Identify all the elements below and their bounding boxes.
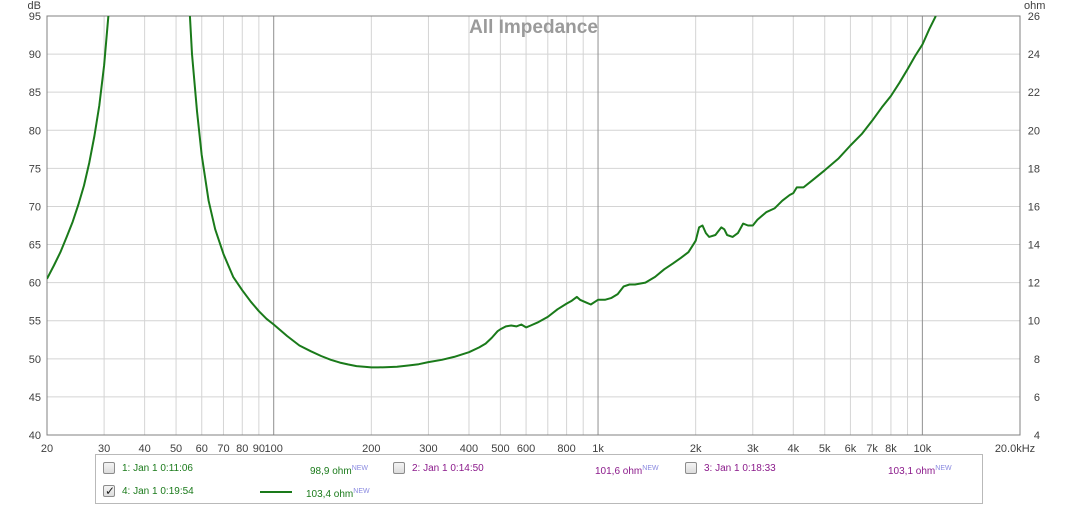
legend-checkbox-4[interactable]: ✓: [103, 484, 116, 498]
x-tick-label: 60: [196, 443, 208, 452]
x-tick-label: 3k: [747, 443, 759, 452]
new-badge: NEW: [353, 488, 370, 495]
legend-item-2[interactable]: 2: Jan 1 0:14:50 101,6 ohmNEW: [393, 461, 683, 477]
right-tick-label: 20: [1028, 125, 1040, 137]
x-tick-label: 1k: [592, 443, 604, 452]
right-tick-label: 22: [1028, 87, 1040, 99]
right-tick-label: 6: [1034, 392, 1040, 404]
impedance-chart: All Impedance dB ohm 40 45 50 55 60 65 70 75 80 8…: [28, 0, 1046, 452]
x-tick-label: 2k: [690, 443, 702, 452]
plot-frame: [46, 15, 1021, 436]
right-tick-label: 12: [1028, 278, 1040, 290]
legend-checkbox-3[interactable]: [685, 462, 697, 474]
legend-checkbox-1[interactable]: [103, 462, 115, 474]
check-icon: ✓: [105, 484, 116, 498]
x-tick-label: 80: [236, 443, 248, 452]
legend-value-1: 98,9 ohmNEW: [310, 465, 369, 477]
legend-line-swatch: [260, 491, 292, 493]
x-tick-label: 10k: [913, 443, 931, 452]
legend-item-1[interactable]: 1: Jan 1 0:11:06 98,9 ohmNEW: [103, 461, 373, 477]
legend-item-3[interactable]: 3: Jan 1 0:18:33 103,1 ohmNEW: [685, 461, 975, 477]
chart-grid: [46, 15, 1021, 436]
legend-checkbox-2[interactable]: [393, 462, 405, 474]
legend-label-1: 1: Jan 1 0:11:06: [122, 463, 193, 474]
left-tick-label: 95: [29, 11, 41, 23]
legend-value-3: 103,1 ohmNEW: [888, 465, 952, 477]
legend-label-3: 3: Jan 1 0:18:33: [704, 463, 776, 474]
left-tick-label: 90: [29, 49, 41, 61]
x-tick-label: 6k: [845, 443, 857, 452]
left-tick-label: 50: [29, 354, 41, 366]
x-tick-label: 7k: [866, 443, 878, 452]
right-tick-label: 18: [1028, 163, 1040, 175]
right-tick-label: 16: [1028, 201, 1040, 213]
x-tick-label: 600: [517, 443, 535, 452]
x-tick-label: 70: [217, 443, 229, 452]
left-tick-label: 60: [29, 278, 41, 290]
left-tick-label: 70: [29, 201, 41, 213]
right-tick-label: 26: [1028, 11, 1040, 23]
x-tick-label: 4k: [787, 443, 799, 452]
legend-label-2: 2: Jan 1 0:14:50: [412, 463, 484, 474]
right-axis-ticks: 4 6 8 10 12 14 16 18 20 22 24 26: [1028, 11, 1040, 442]
series-line-1: [47, 16, 937, 369]
series-group: [47, 16, 937, 369]
legend-panel: 1: Jan 1 0:11:06 98,9 ohmNEW 2: Jan 1 0:…: [95, 454, 983, 504]
new-badge: NEW: [642, 465, 659, 472]
x-tick-label: 100: [265, 443, 283, 452]
new-badge: NEW: [351, 465, 369, 472]
left-tick-label: 65: [29, 240, 41, 252]
new-badge: NEW: [935, 465, 952, 472]
x-tick-label: 90: [253, 443, 265, 452]
x-tick-label: 30: [98, 443, 110, 452]
x-tick-label: 40: [139, 443, 151, 452]
x-tick-label: 500: [491, 443, 509, 452]
left-tick-label: 45: [29, 392, 41, 404]
left-axis-unit: dB: [28, 0, 41, 12]
x-tick-label: 5k: [819, 443, 831, 452]
x-tick-label: 800: [557, 443, 575, 452]
right-tick-label: 8: [1034, 354, 1040, 366]
right-tick-label: 4: [1034, 430, 1040, 442]
x-tick-label: 300: [419, 443, 437, 452]
left-tick-label: 75: [29, 163, 41, 175]
left-axis-ticks: 40 45 50 55 60 65 70 75 80 85 90 95: [29, 11, 41, 442]
right-tick-label: 24: [1028, 49, 1040, 61]
right-axis-unit: ohm: [1024, 0, 1045, 12]
left-tick-label: 40: [29, 430, 41, 442]
chart-title: All Impedance: [469, 17, 598, 38]
right-tick-label: 10: [1028, 316, 1040, 328]
right-tick-label: 14: [1028, 240, 1040, 252]
legend-item-4[interactable]: ✓ 4: Jan 1 0:19:54 103,4 ohmNEW: [103, 484, 393, 500]
left-tick-label: 55: [29, 316, 41, 328]
left-tick-label: 80: [29, 125, 41, 137]
x-axis-ticks: 20 30 40 50 60 70 80 90 100 200 300 400 500 600 800 1k 2…: [41, 443, 1035, 452]
x-tick-label: 200: [362, 443, 380, 452]
x-tick-label: 20: [41, 443, 53, 452]
x-tick-label: 50: [170, 443, 182, 452]
left-tick-label: 85: [29, 87, 41, 99]
legend-value-2: 101,6 ohmNEW: [595, 465, 659, 477]
x-tick-label: 400: [460, 443, 478, 452]
legend-value-4: 103,4 ohmNEW: [306, 488, 370, 500]
x-tick-label: 20,0kHz: [995, 443, 1035, 452]
legend-label-4: 4: Jan 1 0:19:54: [122, 486, 194, 497]
x-tick-label: 8k: [885, 443, 897, 452]
